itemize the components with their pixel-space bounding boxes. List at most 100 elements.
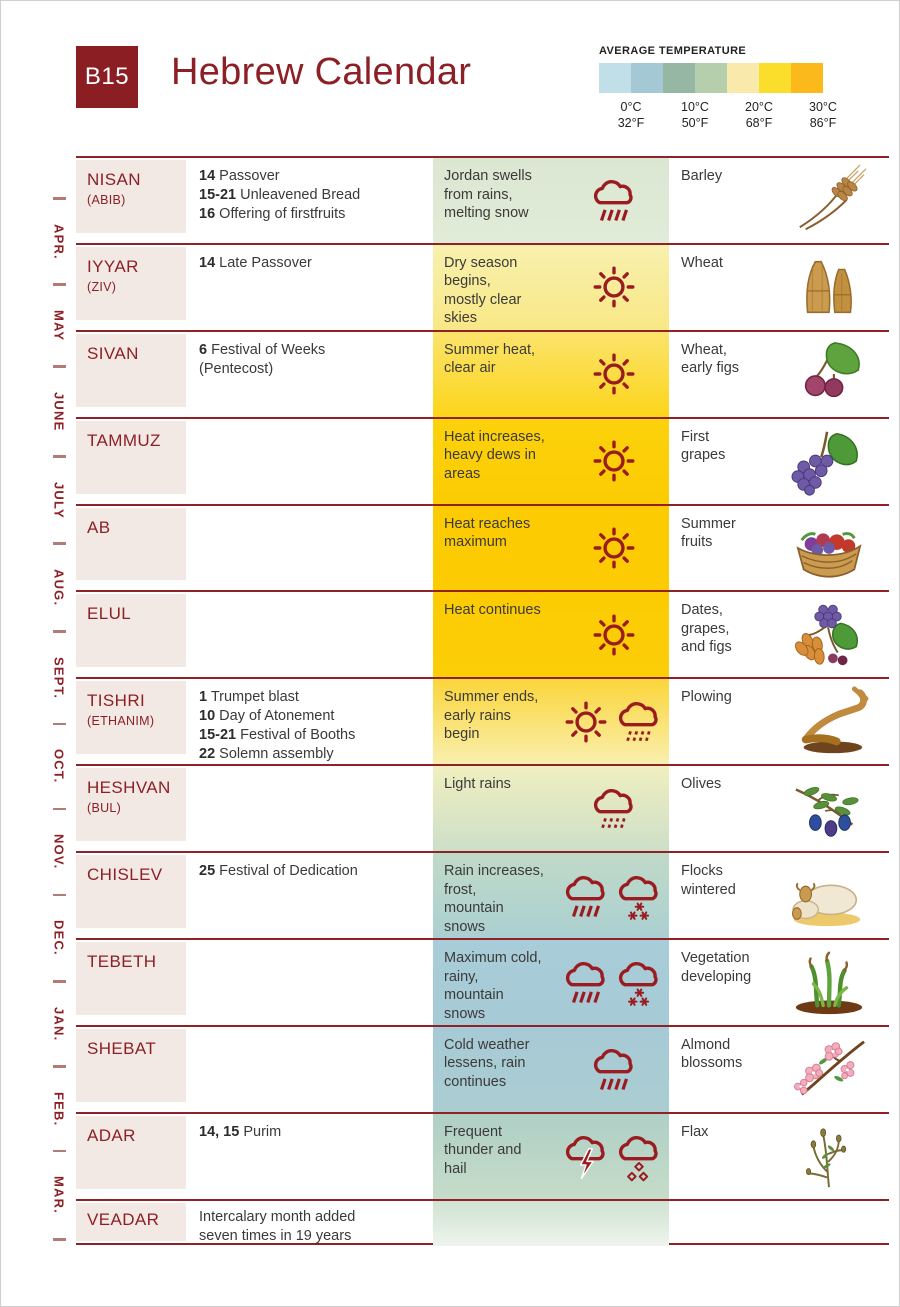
weather-icons	[589, 782, 639, 836]
gregorian-month-rail: APR. MAY JUNE JULY AUG. SEPT. OCT. NOV. DEC. JAN.…	[47, 197, 71, 1241]
month-name: IYYAR	[87, 256, 139, 276]
legend-temp-label: 10°C 50°F	[681, 100, 709, 131]
events-cell: 6 Festival of Weeks (Pentecost)	[196, 332, 433, 417]
crops-label: Vegetation developing	[681, 950, 752, 985]
crops-label: Flocks wintered	[681, 863, 736, 898]
weather-icons	[589, 260, 639, 314]
legend-title: AVERAGE TEMPERATURE	[599, 45, 747, 57]
crops-cell: Olives	[669, 766, 889, 851]
month-row-chislev: CHISLEV 25 Festival of Dedication Rain i…	[76, 851, 889, 939]
rail-month-label: JULY	[51, 481, 67, 519]
crops-cell: Plowing	[669, 679, 889, 764]
rail-tick	[52, 807, 66, 811]
month-cell-bg: ADAR	[76, 1115, 186, 1189]
weather-cell: Heat increases, heavy dews in areas	[433, 418, 669, 504]
month-row-tammuz: TAMMUZ Heat increases, heavy dews in are…	[76, 416, 889, 504]
month-row-shebat: SHEBAT Cold weather lessens, rain contin…	[76, 1024, 889, 1112]
month-cell-bg: SHEBAT	[76, 1028, 186, 1102]
olives-illustration	[771, 772, 887, 846]
month-row-ab: AB Heat reaches maximum Summer fruits	[76, 503, 889, 591]
weather-cell: Light rains	[433, 766, 669, 852]
crops-cell: Summer fruits	[669, 506, 889, 591]
crops-cell: Barley	[669, 158, 889, 243]
rail-tick	[52, 722, 66, 726]
weather-cell: Summer heat, clear air	[433, 331, 669, 417]
crops-label	[669, 1201, 776, 1210]
weather-icons	[561, 1129, 664, 1183]
weather-text: Rain increases, frost, mountain snows	[444, 863, 544, 935]
month-cell: TEBETH	[76, 940, 196, 1025]
rail-tick	[52, 365, 66, 368]
rail-tick	[52, 455, 66, 458]
month-cell: VEADAR	[76, 1201, 196, 1246]
cloud-drizzle-icon	[589, 782, 639, 836]
month-cell-bg: TAMMUZ	[76, 420, 186, 494]
month-cell: NISAN (ABIB)	[76, 158, 196, 243]
rail-tick	[52, 283, 66, 286]
cloud-lightning-icon	[561, 1129, 611, 1183]
rail-tick	[52, 1149, 66, 1153]
events-cell	[196, 766, 433, 851]
calendar-table: NISAN (ABIB) 14 Passover 15-21 Unleavened…	[76, 156, 889, 1246]
weather-cell: Heat reaches maximum	[433, 505, 669, 591]
sun-icon	[589, 347, 639, 401]
crops-cell: Vegetation developing	[669, 940, 889, 1025]
month-name: TAMMUZ	[87, 430, 161, 450]
cloud-snow-icon	[614, 955, 664, 1009]
weather-icons	[589, 173, 639, 227]
legend-swatch	[663, 63, 695, 93]
month-name: SIVAN	[87, 343, 139, 363]
rail-tick	[52, 542, 66, 545]
events-cell	[196, 592, 433, 677]
weather-icons	[561, 955, 664, 1009]
crops-label: Wheat, early figs	[681, 341, 740, 377]
legend-swatch	[727, 63, 759, 93]
legend-labels: 0°C 32°F 10°C 50°F 20°C 68°F 30°C 86°F	[599, 99, 837, 133]
month-cell: HESHVAN (BUL)	[76, 766, 196, 851]
weather-text: Frequent thunder and hail	[444, 1123, 522, 1177]
rail-month-label: NOV.	[51, 834, 67, 870]
fruit-basket-illustration	[771, 511, 887, 585]
weather-text: Cold weather lessens, rain continues	[444, 1036, 530, 1090]
weather-text: Heat increases, heavy dews in areas	[444, 428, 545, 482]
weather-cell: Summer ends, early rains begin	[433, 679, 669, 765]
month-row-veadar: VEADAR Intercalary month added seven tim…	[76, 1198, 889, 1246]
sun-icon	[589, 608, 639, 662]
crops-label: Plowing	[681, 689, 732, 706]
weather-cell: Heat continues	[433, 592, 669, 678]
weather-cell	[433, 1200, 669, 1246]
month-alt-name: (BUL)	[87, 801, 122, 816]
cloud-rain-icon	[561, 955, 611, 1009]
weather-cell: Maximum cold, rainy, mountain snows	[433, 940, 669, 1025]
crops-label: Barley	[681, 168, 723, 184]
legend-swatch	[759, 63, 791, 93]
crops-cell: Wheat, early figs	[669, 332, 889, 417]
month-cell: ADAR	[76, 1114, 196, 1199]
weather-icons	[589, 434, 639, 488]
month-name: SHEBAT	[87, 1038, 157, 1058]
weather-text: Light rains	[444, 776, 511, 793]
month-alt-name: (ETHANIM)	[87, 714, 155, 729]
weather-icons	[589, 347, 639, 401]
flax-illustration	[771, 1119, 887, 1193]
event: 25 Festival of Dedication	[199, 863, 358, 880]
month-name: HESHVAN	[87, 778, 171, 798]
month-row-heshvan: HESHVAN (BUL) Light rains Olives	[76, 764, 889, 852]
weather-cell: Frequent thunder and hail	[433, 1113, 669, 1199]
sun-icon	[561, 695, 611, 749]
legend-temp-label: 20°C 68°F	[745, 100, 773, 131]
rail-month-label: DEC.	[51, 920, 67, 957]
rail-month-label: AUG.	[51, 568, 67, 607]
month-name: ELUL	[87, 604, 132, 624]
weather-text: Dry season begins, mostly clear skies	[444, 254, 522, 327]
legend-temp-label: 0°C 32°F	[617, 100, 645, 131]
weather-icons	[589, 1042, 639, 1096]
weather-text: Summer ends, early rains begin	[444, 689, 539, 743]
figs-illustration	[771, 337, 887, 411]
events-cell	[196, 1027, 433, 1112]
rail-tick	[52, 1238, 66, 1241]
rail-month-label: MAY	[51, 309, 67, 342]
month-cell: AB	[76, 506, 196, 591]
weather-icons	[561, 869, 664, 923]
month-name: ADAR	[87, 1125, 136, 1145]
